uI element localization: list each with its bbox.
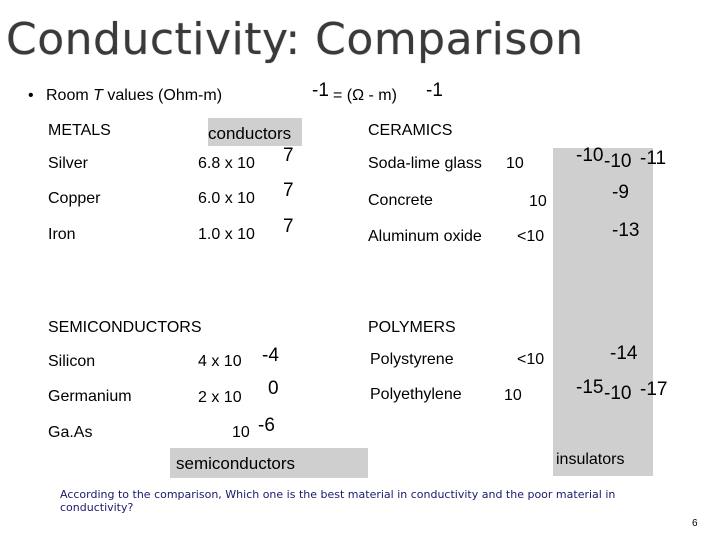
polymer-name: Polyethylene bbox=[370, 386, 462, 403]
ceramic-name: Aluminum oxide bbox=[368, 228, 482, 245]
ceramic-value-exponent: -10 bbox=[604, 151, 632, 172]
unit-exponent-left: -1 bbox=[312, 80, 329, 101]
semiconductor-value-base: 2 x 10 bbox=[198, 389, 242, 406]
page-number: 6 bbox=[692, 518, 698, 529]
ceramic-value-base: 10 bbox=[506, 155, 524, 172]
polymer-value-exponent: -15 bbox=[576, 377, 604, 398]
polymers-header: POLYMERS bbox=[368, 319, 456, 336]
polymer-value-base: 10 bbox=[504, 387, 522, 404]
semiconductor-value-exponent: 0 bbox=[268, 378, 279, 399]
polymer-value-exponent: -14 bbox=[610, 343, 638, 364]
metal-value-base: 6.0 x 10 bbox=[198, 190, 255, 207]
ceramic-value-base: 10 bbox=[529, 193, 547, 210]
semiconductor-value-base: 10 bbox=[232, 424, 250, 441]
metals-header: METALS bbox=[48, 122, 111, 139]
ceramic-name: Concrete bbox=[368, 192, 433, 209]
semiconductor-value-exponent: -4 bbox=[262, 345, 279, 366]
metal-value-exponent: 7 bbox=[283, 216, 294, 237]
insulators-label: insulators bbox=[556, 451, 625, 468]
metal-value-base: 1.0 x 10 bbox=[198, 226, 255, 243]
subtitle-text: Room T values (Ohm-m) bbox=[46, 87, 222, 105]
metal-name: Silver bbox=[48, 155, 89, 172]
semiconductors-header: SEMICONDUCTORS bbox=[48, 319, 202, 336]
subtitle-prefix: Room bbox=[46, 87, 94, 104]
conductors-label: conductors bbox=[208, 124, 292, 143]
ceramic-value-exponent: -13 bbox=[612, 220, 640, 241]
ceramic-name: Soda-lime glass bbox=[368, 155, 482, 172]
ceramics-header: CERAMICS bbox=[368, 122, 453, 139]
insulators-highlight-bar bbox=[553, 148, 653, 476]
unit-exponent-right: -1 bbox=[426, 80, 443, 101]
metal-value-exponent: 7 bbox=[283, 180, 294, 201]
metal-value-base: 6.8 x 10 bbox=[198, 155, 255, 172]
question-text: According to the comparison, Which one i… bbox=[60, 488, 616, 514]
ceramic-value-base: <10 bbox=[517, 228, 545, 245]
subtitle-bullet: • bbox=[28, 87, 34, 104]
ceramic-value-exponent: -9 bbox=[612, 182, 629, 203]
subtitle-suffix: values (Ohm-m) bbox=[102, 87, 223, 104]
semiconductor-name: Ga.As bbox=[48, 424, 93, 441]
conductors-highlight bbox=[208, 118, 302, 146]
subtitle-var: T bbox=[93, 87, 103, 104]
polymer-value-exponent: -17 bbox=[640, 379, 668, 400]
semiconductors-label: semiconductors bbox=[176, 454, 296, 473]
ceramic-value-exponent: -10 bbox=[576, 145, 604, 166]
unit-body: = (Ω - m) bbox=[333, 87, 397, 104]
semiconductor-value-base: 4 x 10 bbox=[198, 353, 242, 370]
polymer-value-exponent: -10 bbox=[604, 383, 632, 404]
semiconductors-highlight bbox=[170, 448, 368, 478]
slide-title: Conductivity: Comparison bbox=[6, 14, 584, 65]
metal-value-exponent: 7 bbox=[283, 145, 294, 166]
semiconductor-name: Silicon bbox=[48, 353, 96, 370]
ceramic-value-exponent: -11 bbox=[640, 148, 667, 169]
metal-name: Iron bbox=[48, 226, 76, 243]
metal-name: Copper bbox=[48, 190, 101, 207]
semiconductor-value-exponent: -6 bbox=[258, 415, 275, 436]
polymer-value-base: <10 bbox=[517, 351, 545, 368]
polymer-name: Polystyrene bbox=[370, 351, 454, 368]
semiconductor-name: Germanium bbox=[48, 388, 132, 405]
